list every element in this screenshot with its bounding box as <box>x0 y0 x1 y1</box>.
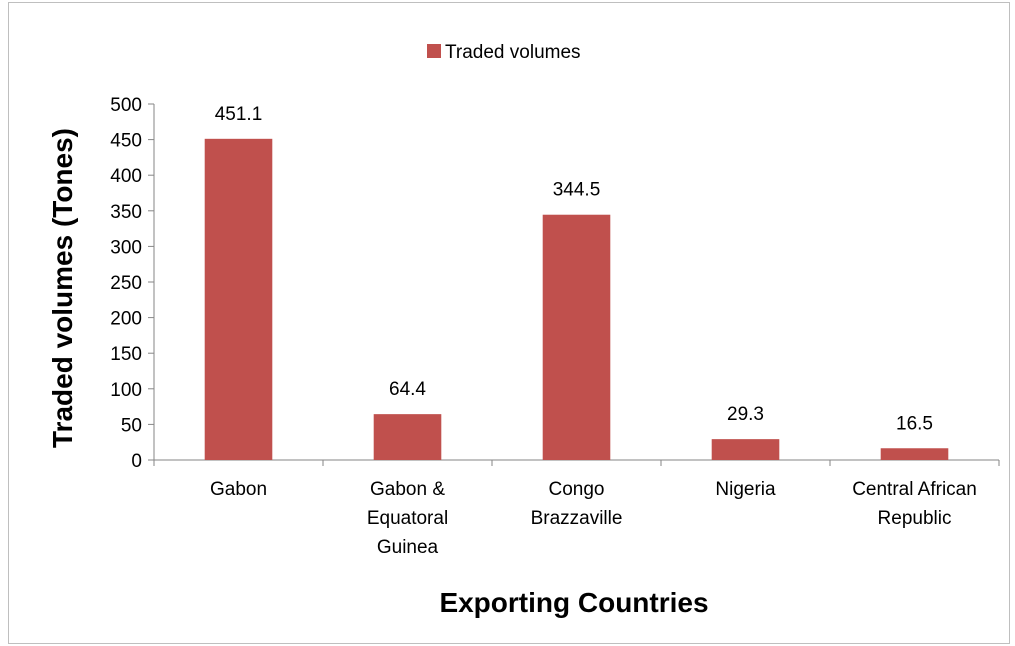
data-label: 64.4 <box>389 379 426 400</box>
legend-swatch <box>427 44 441 58</box>
category-labels: Gabon Gabon & Equatoral Guinea Congo Brazzavi… <box>210 479 977 558</box>
x-tick-label: Nigeria <box>715 479 776 500</box>
legend-label: Traded volumes <box>445 42 581 63</box>
y-tick-label: 0 <box>131 451 142 472</box>
y-tick-label: 150 <box>110 344 142 365</box>
data-label: 451.1 <box>215 104 263 125</box>
x-axis-title: Exporting Countries <box>439 587 708 618</box>
bar <box>373 414 442 460</box>
bars <box>204 138 949 460</box>
y-axis-title: Traded volumes (Tones) <box>47 128 78 448</box>
bar <box>204 138 273 460</box>
data-label: 29.3 <box>727 404 764 425</box>
bar <box>880 448 949 460</box>
y-tick-label: 450 <box>110 131 142 152</box>
chart-frame: Traded volumes 0 50 100 150 200 250 300 350 400 4… <box>8 2 1010 644</box>
y-tick-label: 500 <box>110 95 142 116</box>
y-tick-label: 300 <box>110 237 142 258</box>
y-tick-label: 100 <box>110 380 142 401</box>
bar-chart: Traded volumes 0 50 100 150 200 250 300 350 400 4… <box>47 42 1000 618</box>
data-labels: 451.1 64.4 344.5 29.3 16.5 <box>215 104 933 434</box>
bar <box>542 214 611 460</box>
x-tick-label: Gabon & Equatoral Guinea <box>367 479 448 558</box>
x-tick-label: Gabon <box>210 479 267 500</box>
y-tick-label: 200 <box>110 309 142 330</box>
y-tick-label: 400 <box>110 166 142 187</box>
y-axis: 0 50 100 150 200 250 300 350 400 450 500 <box>110 95 155 472</box>
data-label: 16.5 <box>896 413 933 434</box>
y-tick-label: 350 <box>110 202 142 223</box>
x-tick-label: Congo Brazzaville <box>531 479 623 529</box>
bar <box>711 439 780 460</box>
data-label: 344.5 <box>553 180 601 201</box>
y-tick-label: 50 <box>121 415 142 436</box>
x-tick-label: Central African Republic <box>852 479 977 529</box>
x-axis <box>153 459 1000 466</box>
legend: Traded volumes <box>427 42 581 63</box>
y-tick-label: 250 <box>110 273 142 294</box>
